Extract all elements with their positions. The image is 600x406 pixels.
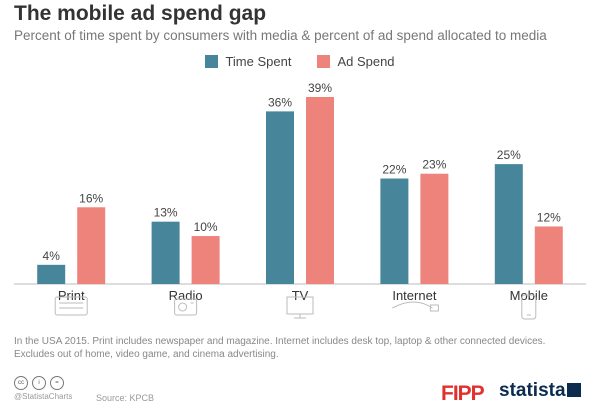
data-label-tv-time-spent: 36% bbox=[268, 95, 292, 109]
chart-title: The mobile ad spend gap bbox=[14, 2, 267, 25]
data-label-mobile-time-spent: 25% bbox=[497, 148, 521, 162]
bar-tv-ad-spend bbox=[306, 97, 334, 284]
bar-radio-time-spent bbox=[151, 221, 180, 284]
license-icons: cc i = bbox=[14, 376, 64, 390]
bar-chart: 4% 16% Print 13% 10% Radio 36% 39% TV 22% 23% Inter… bbox=[14, 81, 586, 320]
data-label-radio-time-spent: 13% bbox=[154, 206, 178, 220]
legend-item-ad-spend: Ad Spend bbox=[317, 54, 395, 69]
data-label-radio-ad-spend: 10% bbox=[194, 220, 218, 234]
legend-swatch-time-spent bbox=[205, 55, 219, 68]
source-label: Source: KPCB bbox=[96, 393, 155, 403]
cc-icon: cc bbox=[14, 376, 28, 390]
social-handle: @StatistaCharts bbox=[14, 392, 73, 401]
legend-label-time-spent: Time Spent bbox=[225, 54, 292, 69]
tick-label-radio: Radio bbox=[169, 288, 203, 303]
bar-tv-time-spent bbox=[266, 111, 294, 284]
fipp-logo: FIPP bbox=[441, 382, 485, 405]
data-label-print-ad-spend: 16% bbox=[79, 191, 103, 205]
print-icon bbox=[54, 296, 88, 316]
no-derivatives-icon: = bbox=[50, 376, 64, 390]
statista-logo: statista bbox=[499, 380, 566, 401]
bar-mobile-ad-spend bbox=[534, 226, 563, 284]
chart-subtitle: Percent of time spent by consumers with … bbox=[14, 28, 547, 43]
data-label-internet-time-spent: 22% bbox=[382, 163, 406, 177]
statista-logo-mark bbox=[567, 383, 581, 397]
tick-label-print: Print bbox=[58, 288, 85, 303]
tick-label-tv: TV bbox=[292, 288, 309, 303]
mobile-icon bbox=[521, 294, 537, 320]
data-label-mobile-ad-spend: 12% bbox=[537, 210, 561, 224]
bar-radio-ad-spend bbox=[191, 236, 220, 284]
attribution-icon: i bbox=[32, 376, 46, 390]
internet-icon bbox=[392, 301, 439, 312]
bar-mobile-time-spent bbox=[494, 164, 523, 284]
bar-internet-ad-spend bbox=[420, 173, 449, 284]
radio-icon bbox=[174, 298, 198, 316]
bar-internet-time-spent bbox=[380, 178, 409, 284]
tick-label-internet: Internet bbox=[392, 288, 436, 303]
legend-label-ad-spend: Ad Spend bbox=[337, 54, 395, 69]
data-label-internet-ad-spend: 23% bbox=[422, 158, 446, 172]
legend-item-time-spent: Time Spent bbox=[205, 54, 291, 69]
legend: Time Spent Ad Spend bbox=[0, 54, 600, 69]
bar-print-time-spent bbox=[37, 264, 66, 284]
data-label-tv-ad-spend: 39% bbox=[308, 81, 332, 95]
data-label-print-time-spent: 4% bbox=[43, 249, 61, 263]
tv-icon bbox=[286, 296, 314, 319]
legend-swatch-ad-spend bbox=[317, 55, 331, 68]
bar-print-ad-spend bbox=[77, 207, 106, 284]
footnote: In the USA 2015. Print includes newspape… bbox=[14, 336, 546, 360]
